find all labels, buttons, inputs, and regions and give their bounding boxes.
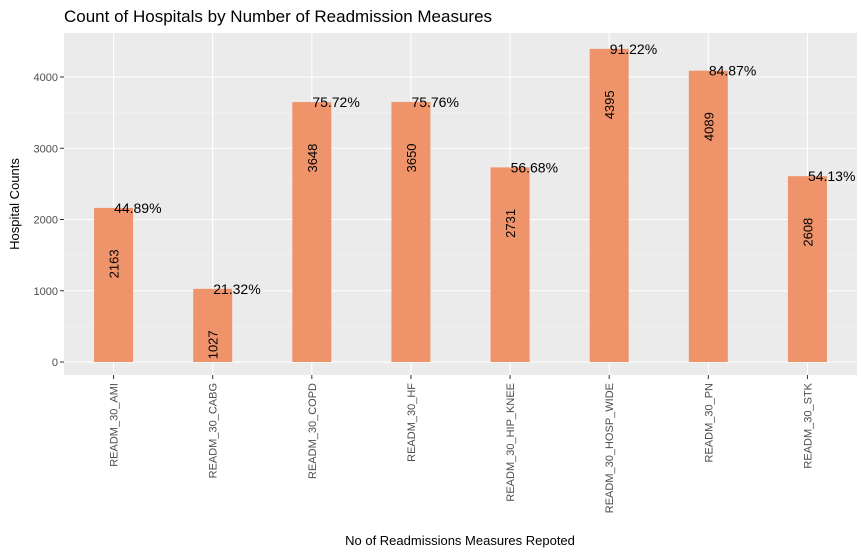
x-axis: READM_30_AMI READM_30_CABG READM_30_COPD RE…	[109, 375, 814, 513]
x-tick-label: READM_30_PN	[703, 383, 715, 463]
bar-readm-30-stk	[787, 176, 827, 362]
y-axis-title: Hospital Counts	[7, 158, 22, 250]
y-tick-label: 3000	[34, 143, 58, 155]
y-tick-label: 1000	[34, 286, 58, 298]
bar-percent-label: 75.76%	[411, 94, 458, 110]
bar-labels: 2163 44.89% 1027 21.32% 3648 75.72% 3650 75.76%…	[107, 41, 856, 359]
bar-percent-label: 91.22%	[610, 41, 657, 57]
y-axis: 0 1000 2000 3000 4000	[34, 72, 64, 369]
bar-readm-30-cabg	[193, 288, 233, 362]
y-tick-label: 0	[52, 357, 58, 369]
x-tick-label: READM_30_HOSP_WIDE	[604, 383, 616, 513]
x-tick-label: READM_30_COPD	[307, 383, 319, 479]
bar-value-label: 4089	[701, 112, 716, 141]
bar-percent-label: 75.72%	[312, 94, 359, 110]
x-tick-label: READM_30_HIP_KNEE	[505, 383, 517, 502]
bar-percent-label: 44.89%	[114, 200, 161, 216]
x-tick-label: READM_30_HF	[406, 383, 418, 462]
bar-percent-label: 56.68%	[511, 159, 558, 175]
bar-value-label: 1027	[206, 330, 221, 359]
x-tick-label: READM_30_AMI	[109, 383, 121, 467]
bar-value-label: 2731	[503, 209, 518, 238]
bar-value-label: 4395	[602, 90, 617, 119]
bar-readm-30-copd	[292, 102, 332, 362]
bars	[94, 48, 827, 362]
bar-readm-30-ami	[94, 207, 134, 362]
bar-value-label: 3650	[404, 143, 419, 172]
bar-value-label: 3648	[305, 144, 320, 173]
bar-percent-label: 54.13%	[808, 168, 855, 184]
bar-percent-label: 21.32%	[213, 281, 260, 297]
y-tick-label: 4000	[34, 72, 58, 84]
y-tick-label: 2000	[34, 215, 58, 227]
x-tick-label: READM_30_CABG	[208, 383, 220, 478]
bar-value-label: 2608	[800, 218, 815, 247]
bar-readm-30-hip-knee	[490, 167, 530, 362]
chart-title: Count of Hospitals by Number of Readmiss…	[64, 7, 492, 26]
bar-percent-label: 84.87%	[709, 63, 756, 79]
bar-readm-30-hosp-wide	[589, 48, 629, 362]
bar-value-label: 2163	[107, 249, 122, 278]
bar-readm-30-pn	[688, 70, 728, 362]
x-tick-label: READM_30_STK	[802, 382, 814, 468]
bar-readm-30-hf	[391, 101, 431, 362]
plot-panel	[64, 33, 857, 375]
x-axis-title: No of Readmissions Measures Repoted	[345, 533, 575, 548]
